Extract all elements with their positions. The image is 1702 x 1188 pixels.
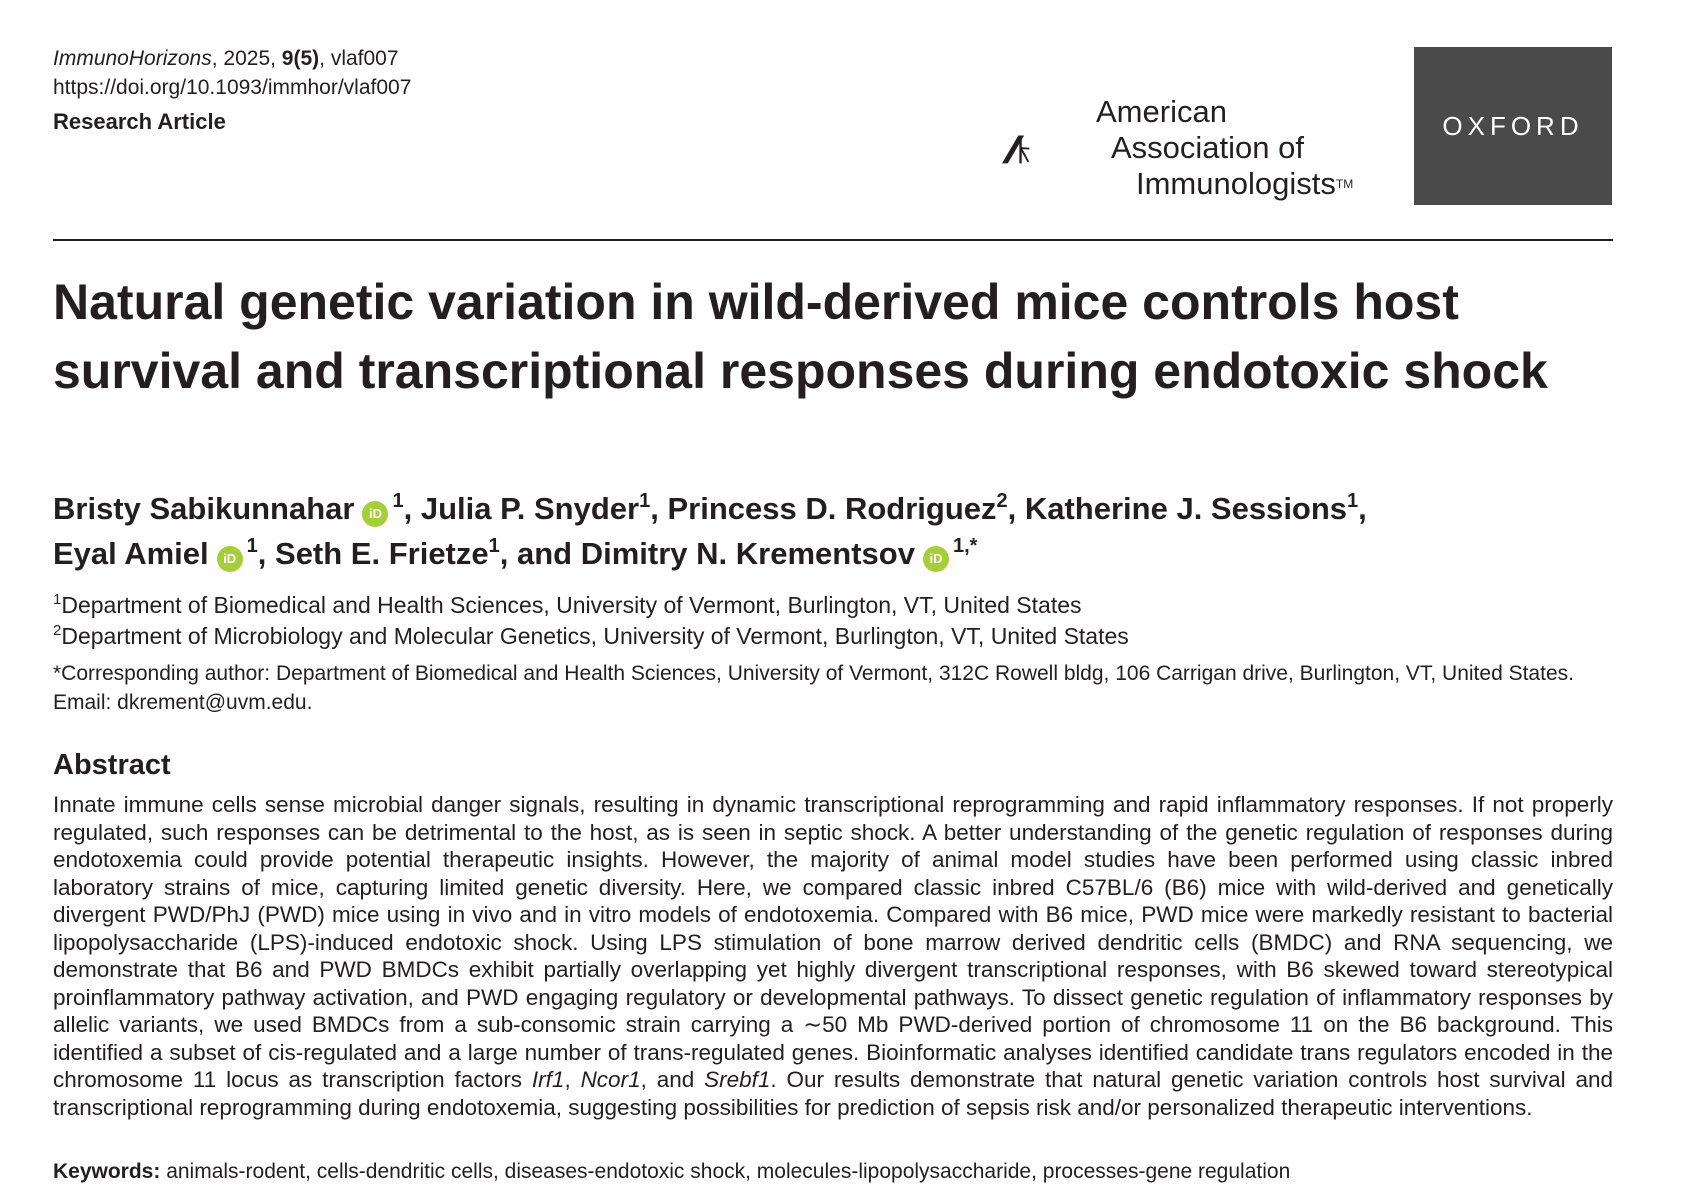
oxford-logo: OXFORD bbox=[1414, 47, 1612, 205]
oxford-logo-text: OXFORD bbox=[1442, 110, 1584, 141]
aai-line-2: Association of bbox=[1111, 130, 1304, 165]
affiliation-item: 1Department of Biomedical and Health Sci… bbox=[53, 590, 1129, 621]
author-list: Bristy Sabikunnahar iD1, Julia P. Snyder1… bbox=[53, 490, 1367, 572]
author-affil-sup: 1 bbox=[488, 535, 500, 557]
journal-year: , 2025, bbox=[211, 47, 282, 70]
abstract-heading: Abstract bbox=[53, 749, 171, 781]
author-affil-sup: 1 bbox=[639, 490, 651, 512]
aai-line-3-text: Immunologists bbox=[1136, 166, 1336, 201]
aai-logo-text: American Association of ImmunologistsTM bbox=[1096, 94, 1353, 202]
aai-line-1: American bbox=[1096, 94, 1227, 129]
affiliation-text: Department of Microbiology and Molecular… bbox=[61, 623, 1129, 649]
article-title: Natural genetic variation in wild-derive… bbox=[53, 274, 1548, 399]
author-name[interactable]: Eyal Amiel bbox=[53, 536, 209, 571]
doi-link[interactable]: https://doi.org/10.1093/immhor/vlaf007 bbox=[53, 76, 412, 99]
author-and: and bbox=[516, 536, 573, 571]
affiliation-text: Department of Biomedical and Health Scie… bbox=[61, 592, 1082, 618]
header-divider bbox=[53, 239, 1613, 241]
article-id: , vlaf007 bbox=[319, 47, 399, 70]
keywords-text: animals-rodent, cells-dendritic cells, d… bbox=[160, 1160, 1291, 1183]
author-affil-sup: 1 bbox=[1347, 490, 1359, 512]
abstract-text-end: . Our results demonstrate that natural g… bbox=[53, 1067, 1613, 1120]
journal-line: ImmunoHorizons, 2025, 9(5), vlaf007 bbox=[53, 44, 411, 73]
author-affil-sup: 1 bbox=[392, 490, 404, 512]
author-name[interactable]: Dimitry N. Krementsov bbox=[580, 536, 915, 571]
aai-logo-icon bbox=[1002, 135, 1030, 164]
journal-name: ImmunoHorizons bbox=[53, 47, 212, 70]
orcid-icon[interactable]: iD bbox=[922, 546, 949, 572]
abstract-sep: , and bbox=[640, 1067, 705, 1092]
author-name[interactable]: Katherine J. Sessions bbox=[1024, 491, 1348, 526]
author-name[interactable]: Bristy Sabikunnahar bbox=[53, 491, 355, 526]
author-affil-sup: 2 bbox=[996, 490, 1008, 512]
keywords: Keywords: animals-rodent, cells-dendriti… bbox=[53, 1160, 1290, 1184]
journal-citation: ImmunoHorizons, 2025, 9(5), vlaf007 http… bbox=[53, 44, 411, 102]
gene-name: Ncor1 bbox=[580, 1067, 641, 1092]
abstract-body: Innate immune cells sense microbial dang… bbox=[53, 791, 1613, 1121]
affiliation-number: 2 bbox=[53, 622, 62, 639]
affiliation-number: 1 bbox=[53, 591, 62, 608]
keywords-label: Keywords: bbox=[53, 1160, 161, 1183]
aai-trademark: TM bbox=[1335, 177, 1354, 191]
journal-volume: 9(5) bbox=[281, 47, 320, 70]
corresponding-author: *Corresponding author: Department of Bio… bbox=[53, 662, 1574, 714]
orcid-icon[interactable]: iD bbox=[362, 501, 389, 527]
author-name[interactable]: Princess D. Rodriguez bbox=[667, 491, 997, 526]
gene-name: Irf1 bbox=[531, 1067, 565, 1092]
abstract-text: Innate immune cells sense microbial dang… bbox=[53, 792, 1613, 1092]
affiliations: 1Department of Biomedical and Health Sci… bbox=[53, 590, 1129, 652]
orcid-icon[interactable]: iD bbox=[216, 546, 243, 572]
abstract-sep: , bbox=[564, 1067, 581, 1092]
author-name[interactable]: Julia P. Snyder bbox=[420, 491, 640, 526]
author-name[interactable]: Seth E. Frietze bbox=[275, 536, 489, 571]
affiliation-item: 2Department of Microbiology and Molecula… bbox=[53, 621, 1129, 652]
article-type: Research Article bbox=[53, 109, 226, 134]
author-affil-sup: 1,* bbox=[952, 535, 978, 557]
aai-line-3: ImmunologistsTM bbox=[1096, 166, 1353, 202]
author-affil-sup: 1 bbox=[246, 535, 258, 557]
gene-name: Srebf1 bbox=[704, 1067, 771, 1092]
